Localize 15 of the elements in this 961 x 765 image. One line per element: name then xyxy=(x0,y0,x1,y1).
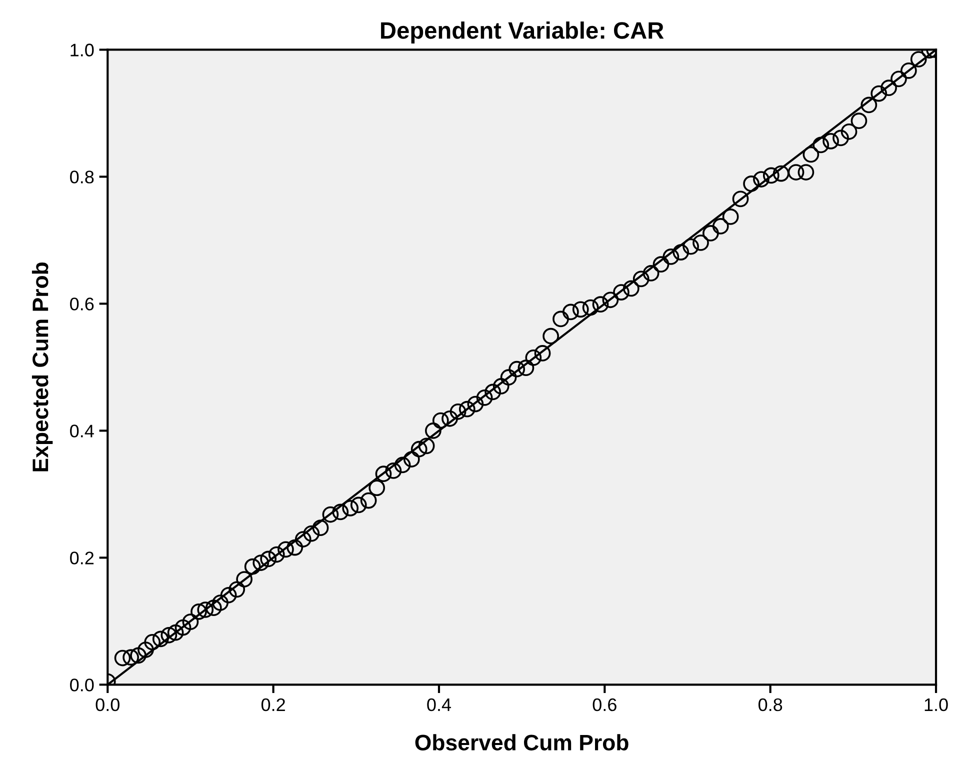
y-tick-label: 0.4 xyxy=(70,424,94,438)
y-tick-label: 0.2 xyxy=(70,552,94,564)
chart-title: Dependent Variable: CAR xyxy=(381,22,664,44)
x-tick-label: 0.6 xyxy=(592,698,616,712)
y-axis-title: Expected Cum Prob xyxy=(32,262,53,472)
y-tick-label: 1.0 xyxy=(70,44,94,56)
x-tick-label: 0.2 xyxy=(261,698,285,712)
x-axis-title: Observed Cum Prob xyxy=(415,734,628,750)
x-tick-label: 0.4 xyxy=(427,698,452,712)
x-tick-label: 0.0 xyxy=(96,698,120,712)
x-tick-label: 1.0 xyxy=(924,698,948,712)
y-tick-label: 0.6 xyxy=(70,298,94,310)
y-tick-label: 0.0 xyxy=(70,678,94,692)
y-tick-label: 0.8 xyxy=(70,170,94,184)
x-tick-label: 0.8 xyxy=(758,698,782,712)
